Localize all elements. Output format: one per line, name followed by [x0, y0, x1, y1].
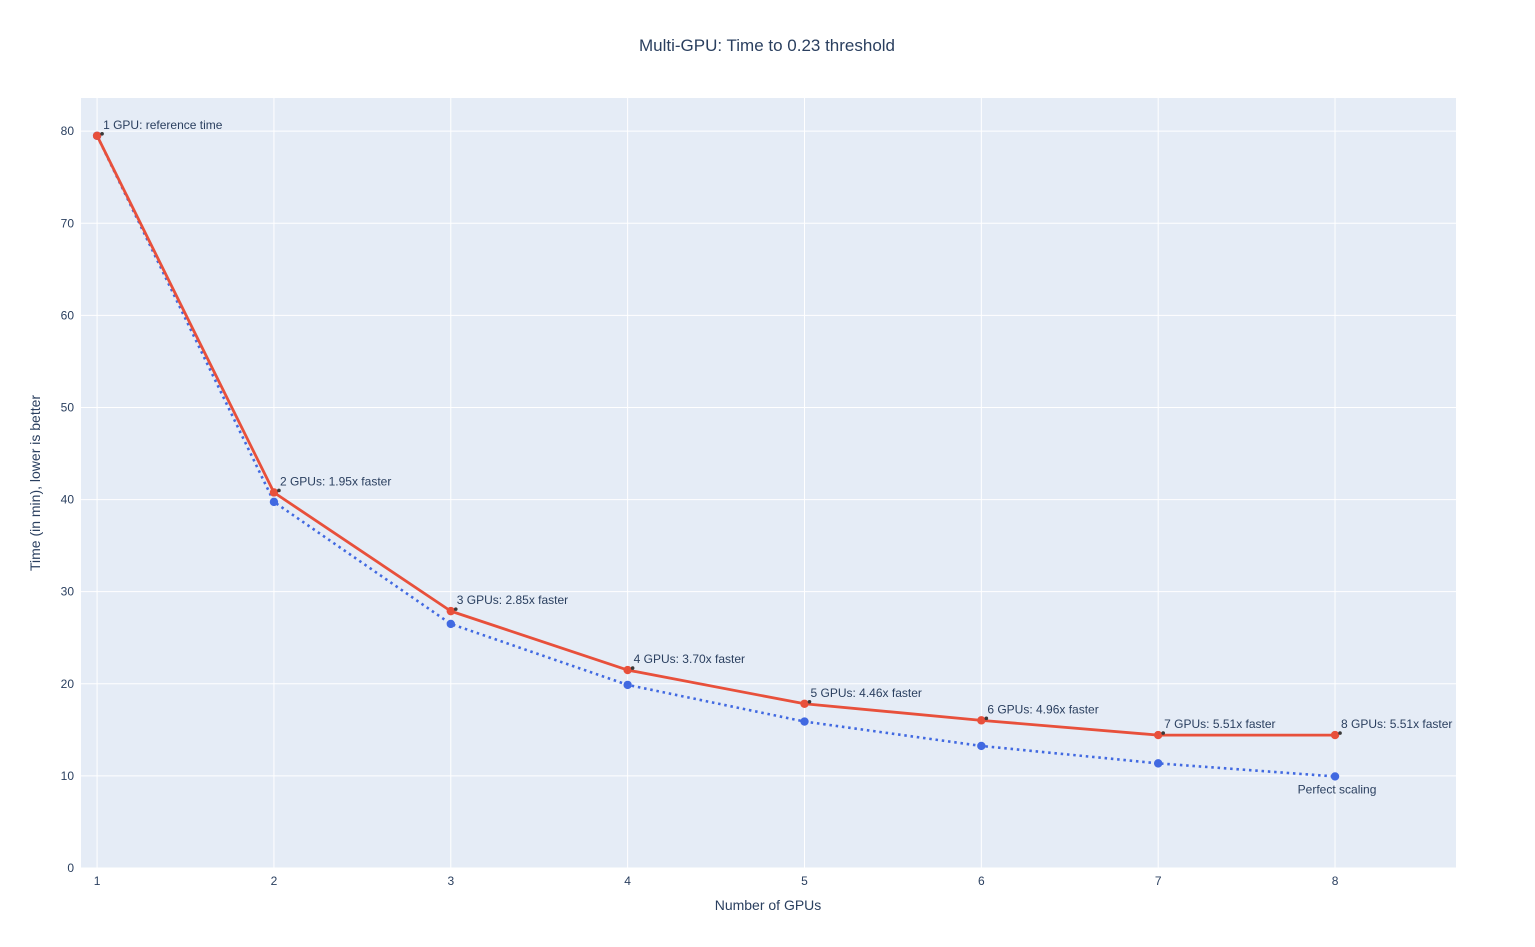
plot-area[interactable]: 0 10 20 30 40 50 60 70 80 1 2 3 4 5 6 7 8 1 GPU: referenc… [61, 98, 1456, 888]
data-point-actual[interactable] [800, 699, 809, 708]
x-tick-label: 8 [1332, 874, 1339, 888]
data-point-actual[interactable] [977, 716, 986, 725]
y-tick-label: 20 [61, 677, 75, 691]
y-tick-label: 50 [61, 400, 75, 414]
x-tick-label: 3 [447, 874, 454, 888]
data-point-actual[interactable] [92, 131, 102, 140]
x-tick-label: 4 [624, 874, 631, 888]
annotation-arrowhead [100, 131, 104, 136]
data-point-actual[interactable] [269, 488, 279, 497]
y-tick-label: 0 [67, 861, 74, 875]
data-point-actual[interactable] [1153, 730, 1163, 740]
series-line-actual[interactable] [95, 135, 1336, 737]
data-point-perfect-scaling[interactable] [446, 619, 455, 629]
data-point-perfect-scaling[interactable] [1330, 772, 1340, 781]
annotation-label: 5 GPUs: 4.46x faster [810, 686, 921, 700]
x-tick-label: 1 [94, 874, 101, 888]
y-tick-label: 30 [61, 585, 75, 599]
data-point-perfect-scaling[interactable] [1153, 759, 1163, 768]
x-tick-label: 6 [978, 874, 985, 888]
annotation-label: 4 GPUs: 3.70x faster [634, 652, 745, 666]
annotation-label: Perfect scaling [1298, 782, 1377, 796]
x-axis-title: Number of GPUs [715, 897, 822, 913]
annotation-label: 1 GPU: reference time [103, 118, 223, 132]
y-tick-label: 40 [61, 493, 75, 507]
y-tick-label: 10 [61, 769, 75, 783]
annotation-arrowhead [277, 488, 281, 493]
data-point-perfect-scaling[interactable] [977, 741, 986, 751]
data-point-actual[interactable] [446, 606, 455, 616]
annotation-label: 8 GPUs: 5.51x faster [1341, 717, 1452, 731]
y-tick-label: 80 [61, 124, 75, 138]
y-axis-title: Time (in min), lower is better [27, 395, 43, 571]
annotation-arrowhead [1338, 731, 1342, 735]
chart-title: Multi-GPU: Time to 0.23 threshold [639, 36, 895, 55]
annotation-arrowhead [1161, 731, 1165, 735]
annotation-label: 3 GPUs: 2.85x faster [457, 593, 568, 607]
annotation-arrowhead [630, 666, 635, 670]
data-point-perfect-scaling[interactable] [800, 717, 809, 726]
annotation-label: 2 GPUs: 1.95x faster [280, 474, 391, 488]
annotation-arrowhead [807, 699, 812, 704]
annotation-label: 7 GPUs: 5.51x faster [1164, 717, 1275, 731]
data-point-actual[interactable] [1330, 730, 1340, 740]
data-point-actual[interactable] [623, 665, 632, 675]
series-line-perfect-scaling[interactable] [95, 135, 1336, 778]
annotation-arrowhead [453, 607, 458, 611]
x-tick-label: 2 [271, 874, 278, 888]
x-tick-label: 5 [801, 874, 808, 888]
data-point-perfect-scaling[interactable] [623, 680, 632, 690]
data-point-perfect-scaling[interactable] [269, 497, 279, 507]
annotation-label: 6 GPUs: 4.96x faster [987, 702, 1098, 716]
x-tick-label: 7 [1155, 874, 1162, 888]
y-tick-label: 60 [61, 308, 75, 322]
y-tick-label: 70 [61, 216, 75, 230]
plot-background[interactable] [81, 98, 1456, 868]
annotation-arrowhead [984, 716, 989, 721]
